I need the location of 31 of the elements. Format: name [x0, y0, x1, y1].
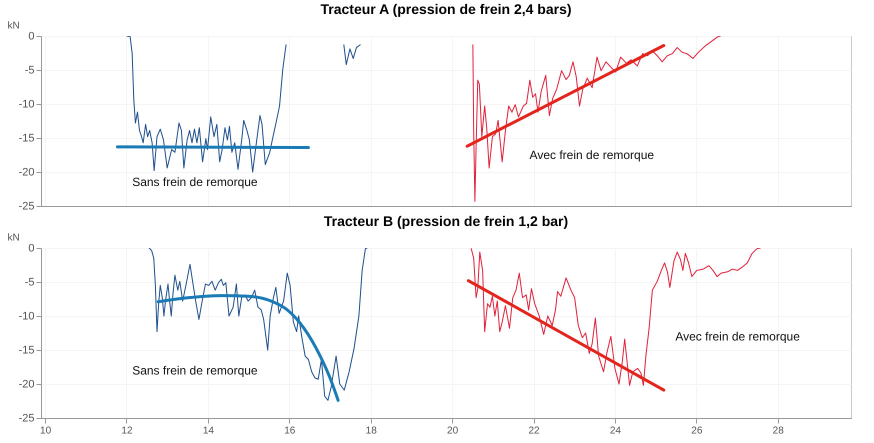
y-tick-label: 0 — [28, 242, 34, 254]
annotation: Sans frein de remorque — [132, 175, 258, 190]
x-tick-label: 14 — [202, 426, 214, 436]
annotation: Sans frein de remorque — [132, 363, 258, 378]
x-tick-label: 20 — [447, 426, 459, 436]
y-tick-label: 0 — [28, 30, 34, 42]
y-tick-label: -5 — [24, 64, 34, 76]
y-axis-title: kN — [8, 232, 20, 244]
y-tick-label: -25 — [18, 200, 34, 212]
chart-title: Tracteur B (pression de frein 1,2 bar) — [324, 213, 568, 229]
y-axis-title: kN — [8, 20, 20, 32]
y-tick-label: -25 — [18, 412, 34, 424]
y-tick-label: -5 — [24, 276, 34, 288]
x-tick-label: 22 — [528, 426, 540, 436]
annotation: Avec frein de remorque — [530, 148, 654, 162]
y-tick-label: -15 — [18, 344, 34, 356]
y-tick-label: -15 — [18, 132, 34, 144]
line-series — [472, 36, 721, 202]
x-tick-label: 10 — [40, 426, 52, 436]
x-tick-label: 12 — [121, 426, 133, 436]
x-tick-label: 28 — [772, 426, 784, 436]
y-tick-label: -10 — [18, 98, 34, 110]
y-tick-label: -10 — [18, 310, 34, 322]
x-tick-label: 24 — [610, 426, 622, 436]
annotation: Avec frein de remorque — [675, 329, 800, 344]
x-tick-label: 16 — [284, 426, 296, 436]
x-tick-label: 18 — [366, 426, 378, 436]
y-tick-label: -20 — [18, 166, 34, 178]
y-tick-label: -20 — [18, 378, 34, 390]
x-tick-label: 26 — [691, 426, 703, 436]
chart-title: Tracteur A (pression de frein 2,4 bars) — [320, 1, 572, 17]
